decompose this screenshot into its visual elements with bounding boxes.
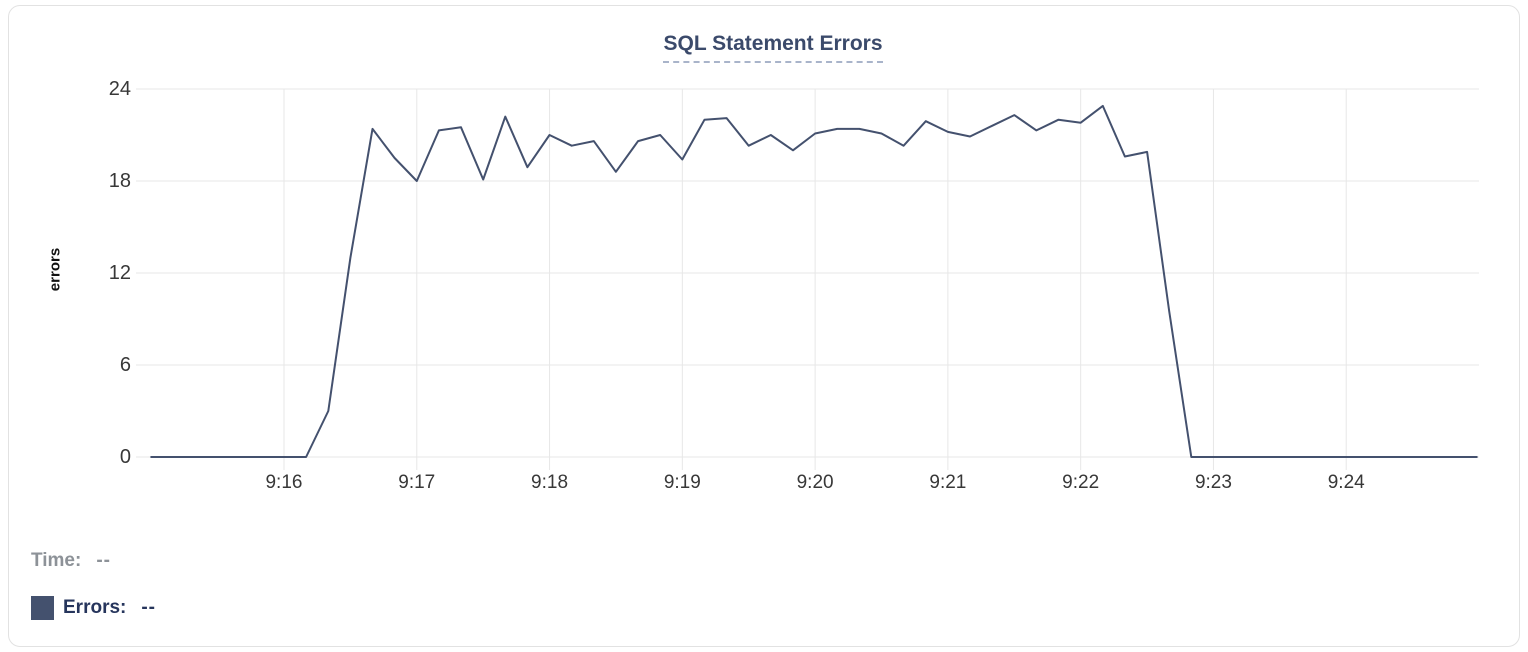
legend-errors-value: -- <box>141 597 157 618</box>
y-axis-label: errors <box>46 247 64 292</box>
x-tick-label: 9:20 <box>796 472 834 493</box>
x-tick-label: 9:22 <box>1062 472 1100 493</box>
x-tick-label: 9:24 <box>1327 472 1365 493</box>
errors-series-swatch <box>31 596 54 620</box>
x-tick-label: 9:18 <box>531 472 569 493</box>
legend-errors-label: Errors: <box>63 597 127 618</box>
x-tick-label: 9:23 <box>1194 472 1232 493</box>
x-tick-label: 9:19 <box>663 472 701 493</box>
chart-card: SQL Statement Errors 0 6 12 18 24 9:16 9:17 9:1… <box>8 5 1520 647</box>
legend-time-row: Time: -- <box>31 548 156 574</box>
y-tick-label: 0 <box>119 446 131 468</box>
errors-series-line[interactable] <box>150 104 1478 458</box>
x-tick-label: 9:17 <box>398 472 436 493</box>
x-tick-label: 9:21 <box>929 472 967 493</box>
legend-time-value: -- <box>96 550 111 571</box>
legend-errors-row: Errors: -- <box>31 595 156 621</box>
chart-title[interactable]: SQL Statement Errors <box>663 32 883 63</box>
x-tick-label: 9:16 <box>265 472 303 493</box>
chart-legend: Time: -- Errors: -- <box>31 548 156 621</box>
errors-line-chart[interactable] <box>9 6 1528 511</box>
y-tick-label: 6 <box>119 354 131 376</box>
chart-header: SQL Statement Errors <box>9 32 1528 63</box>
y-tick-label: 12 <box>108 262 131 284</box>
legend-time-label: Time: <box>31 550 82 571</box>
y-tick-label: 24 <box>108 78 131 100</box>
y-tick-label: 18 <box>108 170 131 192</box>
